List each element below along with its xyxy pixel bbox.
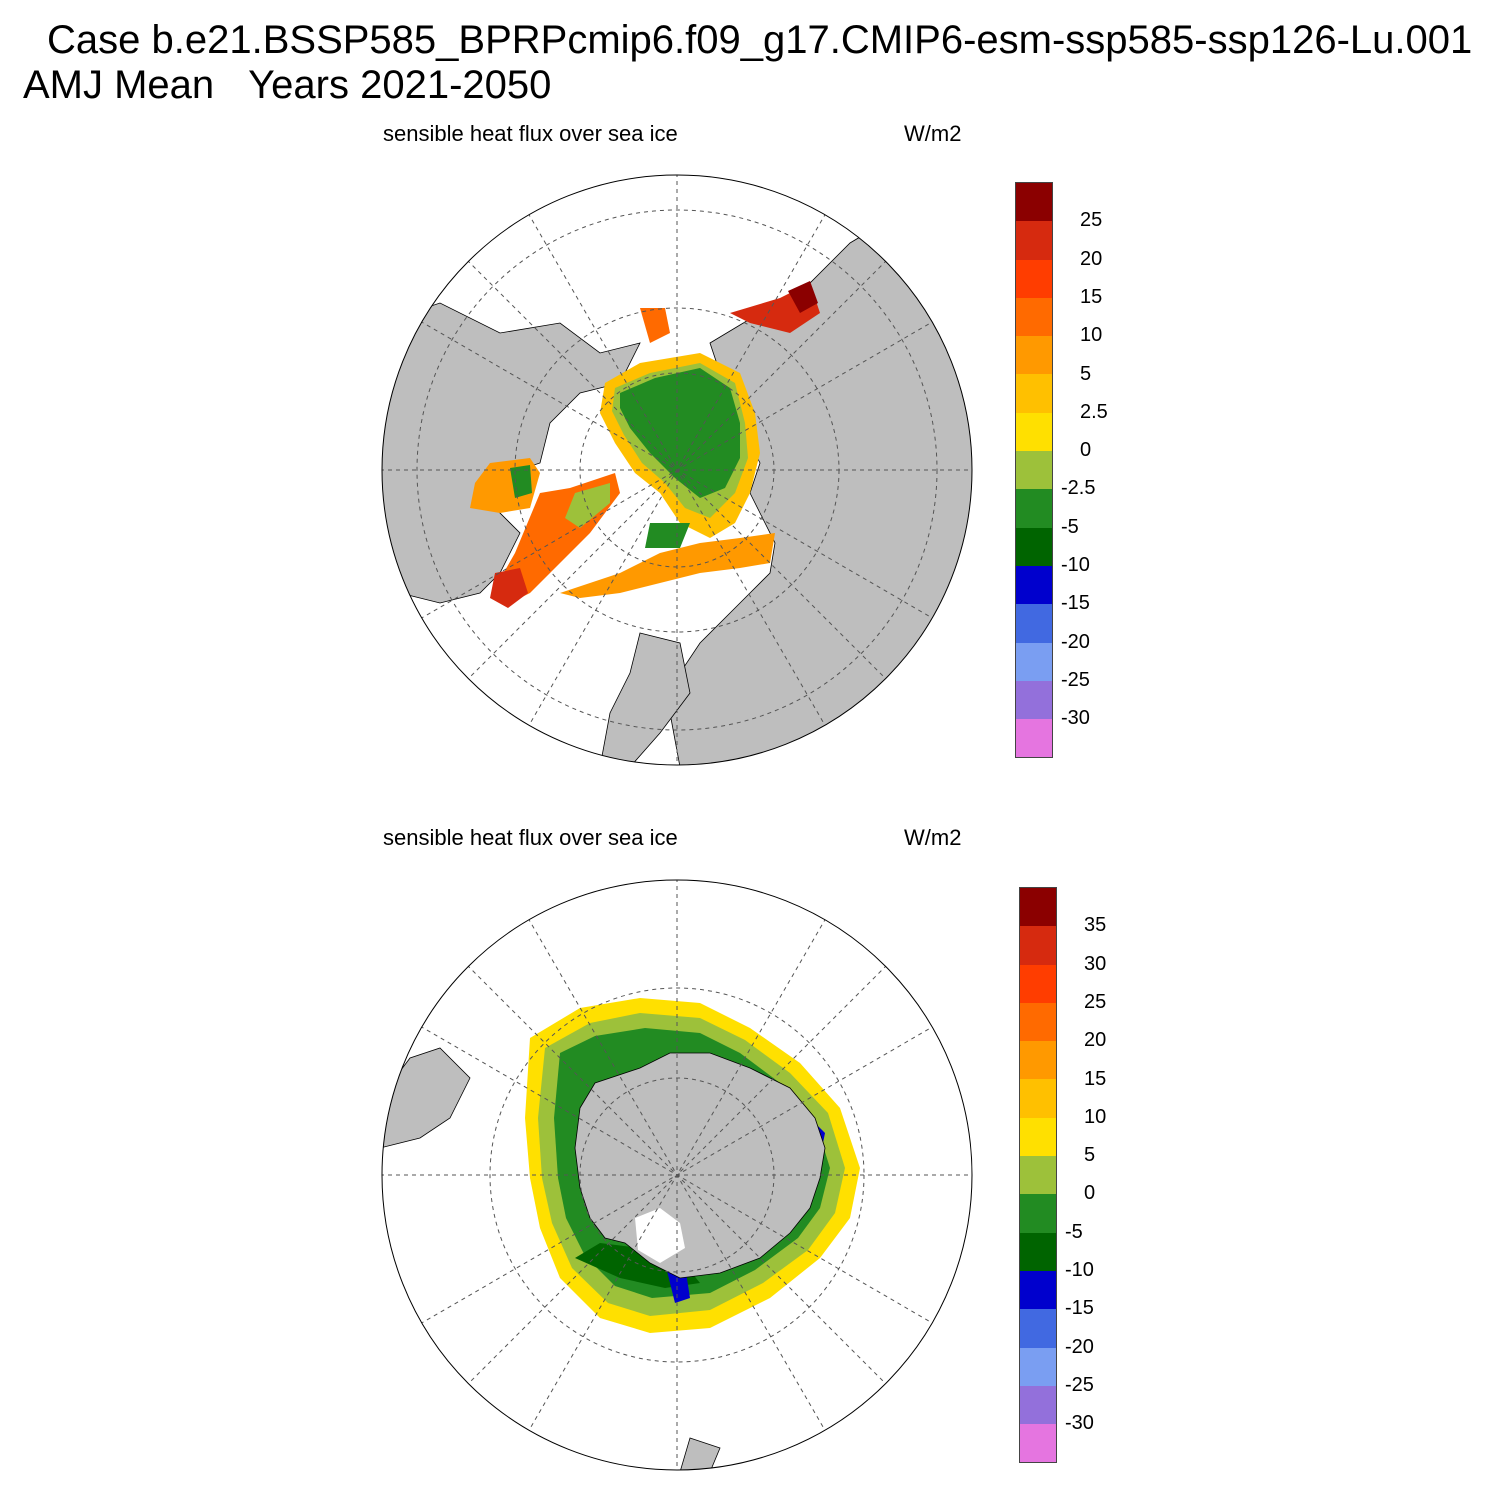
season-years-title: AMJ Mean Years 2021-2050 bbox=[23, 63, 551, 108]
colorbar-tick-label: 15 bbox=[1084, 1067, 1107, 1090]
colorbar-swatch bbox=[1016, 680, 1052, 720]
colorbar-tick-label: 20 bbox=[1080, 247, 1103, 270]
colorbar-tick-label: -20 bbox=[1061, 630, 1090, 653]
colorbar-swatch bbox=[1016, 374, 1052, 413]
colorbar-swatch bbox=[1016, 451, 1052, 490]
north-polar-map bbox=[381, 174, 973, 766]
colorbar-tick-label: -2.5 bbox=[1061, 477, 1096, 500]
colorbar-swatch bbox=[1020, 1309, 1056, 1348]
colorbar-swatch bbox=[1020, 1156, 1056, 1195]
years-label: Years 2021-2050 bbox=[248, 63, 552, 107]
south-plot-title: sensible heat flux over sea ice bbox=[383, 825, 678, 850]
colorbar-tick-label: 5 bbox=[1080, 362, 1092, 385]
colorbar-swatch bbox=[1016, 565, 1052, 605]
south-colorbar bbox=[1019, 887, 1057, 1464]
colorbar-swatch bbox=[1016, 259, 1052, 298]
colorbar-tick-label: 0 bbox=[1080, 439, 1092, 462]
colorbar-tick-label: 20 bbox=[1084, 1029, 1107, 1052]
colorbar-tick-label: 25 bbox=[1080, 209, 1103, 232]
colorbar-swatch bbox=[1020, 888, 1056, 927]
colorbar-swatch bbox=[1016, 221, 1052, 260]
colorbar-swatch bbox=[1016, 604, 1052, 643]
colorbar-tick-label: 35 bbox=[1084, 914, 1107, 937]
colorbar-tick-label: -10 bbox=[1061, 554, 1090, 576]
south-plot-units: W/m2 bbox=[904, 825, 962, 850]
colorbar-tick-label: 30 bbox=[1084, 952, 1107, 975]
colorbar-swatch bbox=[1016, 642, 1052, 681]
colorbar-tick-label: 10 bbox=[1084, 1105, 1107, 1128]
colorbar-tick-label: 5 bbox=[1084, 1144, 1096, 1167]
north-land bbox=[382, 212, 972, 765]
colorbar-tick-label: -30 bbox=[1065, 1412, 1094, 1435]
colorbar-tick-label: -25 bbox=[1065, 1373, 1094, 1396]
colorbar-swatch bbox=[1020, 1270, 1056, 1310]
colorbar-tick-label: -15 bbox=[1061, 592, 1090, 615]
colorbar-swatch bbox=[1020, 1079, 1056, 1118]
south-ross-ice-shelf bbox=[635, 1208, 685, 1263]
colorbar-swatch bbox=[1016, 489, 1052, 528]
colorbar-swatch bbox=[1020, 1041, 1056, 1080]
colorbar-swatch bbox=[1020, 1232, 1056, 1271]
colorbar-tick-label: -5 bbox=[1065, 1220, 1083, 1243]
north-plot-title: sensible heat flux over sea ice bbox=[383, 121, 678, 146]
colorbar-swatch bbox=[1020, 1385, 1056, 1425]
colorbar-tick-label: 0 bbox=[1084, 1182, 1096, 1205]
north-plot-units: W/m2 bbox=[904, 121, 962, 146]
colorbar-tick-label: 10 bbox=[1080, 324, 1103, 347]
case-title: Case b.e21.BSSP585_BPRPcmip6.f09_g17.CMI… bbox=[47, 18, 1473, 62]
south-polar-map bbox=[381, 879, 973, 1471]
season-mean-label: AMJ Mean bbox=[23, 63, 215, 107]
colorbar-swatch bbox=[1016, 183, 1052, 222]
colorbar-tick-label: -5 bbox=[1061, 515, 1079, 538]
colorbar-swatch bbox=[1020, 964, 1056, 1003]
colorbar-tick-label: 2.5 bbox=[1080, 400, 1108, 423]
colorbar-swatch bbox=[1016, 297, 1052, 337]
colorbar-swatch bbox=[1016, 527, 1052, 566]
colorbar-tick-label: 15 bbox=[1080, 285, 1103, 308]
colorbar-swatch bbox=[1020, 1194, 1056, 1233]
colorbar-swatch bbox=[1020, 1117, 1056, 1157]
colorbar-swatch bbox=[1020, 1424, 1056, 1463]
north-graticule bbox=[382, 175, 972, 765]
colorbar-swatch bbox=[1016, 412, 1052, 452]
north-colorbar bbox=[1015, 182, 1053, 759]
colorbar-tick-label: 25 bbox=[1084, 990, 1107, 1013]
colorbar-tick-label: -15 bbox=[1065, 1297, 1094, 1320]
colorbar-tick-label: -10 bbox=[1065, 1259, 1094, 1281]
colorbar-swatch bbox=[1020, 1347, 1056, 1386]
colorbar-tick-label: -30 bbox=[1061, 707, 1090, 730]
colorbar-swatch bbox=[1016, 336, 1052, 375]
colorbar-swatch bbox=[1020, 926, 1056, 965]
colorbar-swatch bbox=[1016, 719, 1052, 758]
south-graticule bbox=[382, 880, 972, 1470]
colorbar-tick-label: -20 bbox=[1065, 1335, 1094, 1358]
colorbar-swatch bbox=[1020, 1002, 1056, 1042]
colorbar-tick-label: -25 bbox=[1061, 668, 1090, 691]
north-sea-ice-flux bbox=[470, 281, 820, 608]
